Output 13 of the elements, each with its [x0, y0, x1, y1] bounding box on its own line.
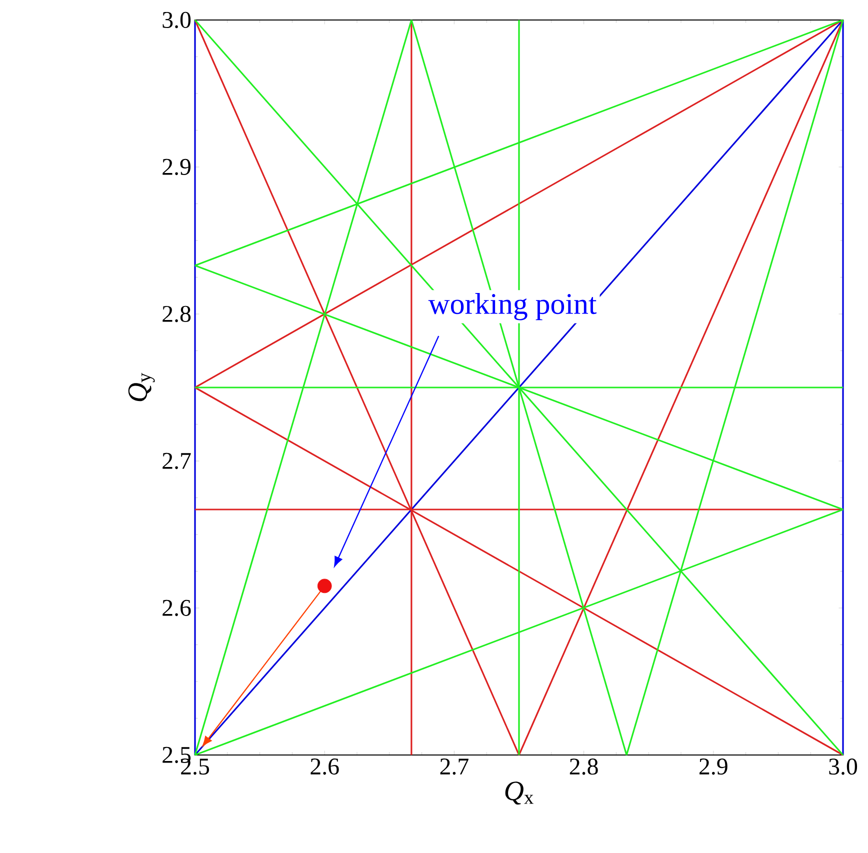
annotation: working point — [428, 293, 597, 320]
x-tick-label: 2.6 — [310, 758, 339, 775]
y-tick-label: 2.6 — [162, 600, 191, 616]
x-tick-label: 3.0 — [829, 758, 858, 775]
y-axis-title: Q$_{y}$ — [128, 372, 155, 402]
x-tick-label: 2.7 — [440, 758, 468, 775]
y-tick-label: 3.0 — [162, 12, 191, 28]
y-tick-label: 2.9 — [162, 158, 190, 176]
x-axis-title: Q$_{x}$ — [505, 782, 534, 805]
x-tick-label: 2.9 — [700, 758, 728, 775]
x-tick-label: 2.8 — [570, 758, 598, 775]
y-tick-label: 2.8 — [162, 306, 191, 322]
y-tick-label: 2.7 — [162, 452, 191, 470]
